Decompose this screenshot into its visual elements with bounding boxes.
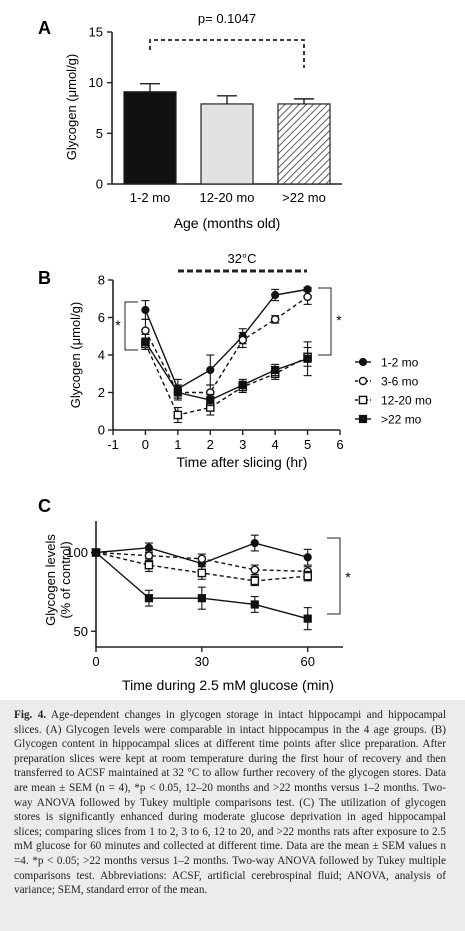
panel-a-ytick-label: 5 xyxy=(96,126,103,141)
panel-c-data-point xyxy=(144,543,154,552)
panel-a-comparison-bracket xyxy=(149,39,305,68)
panel-c-ytick-label: 100 xyxy=(66,545,88,560)
panel-c-data-point xyxy=(303,614,312,623)
panel-label-b: B xyxy=(38,268,51,288)
panel-a-ytick-label: 15 xyxy=(89,25,103,40)
panel-a-bar xyxy=(277,103,331,185)
panel-label-a: A xyxy=(38,18,51,38)
panel-b-xtick-label: -1 xyxy=(107,437,119,452)
caption-text: Age-dependent changes in glycogen storag… xyxy=(14,709,446,897)
panel-b-xtick-label: 2 xyxy=(207,437,214,452)
figure-caption: Fig. 4. Age-dependent changes in glycoge… xyxy=(14,708,446,898)
panel-b-data-point xyxy=(303,354,312,363)
panel-b-series-line xyxy=(144,341,308,401)
panel-a-category-label: 1-2 mo xyxy=(130,190,170,205)
panel-c-data-point xyxy=(144,560,154,570)
panel-c-data-point xyxy=(197,594,206,603)
panel-c-ytick-label: 50 xyxy=(74,624,88,639)
panel-b-left-bracket xyxy=(124,301,138,351)
panel-a-ytick-label: 0 xyxy=(96,177,103,192)
panel-b-ytick-label: 4 xyxy=(98,348,105,363)
panel-b-data-point xyxy=(206,365,215,375)
panel-b-xlabel: Time after slicing (hr) xyxy=(177,454,308,470)
panel-b-xtick-label: 5 xyxy=(304,437,311,452)
panel-b-data-point xyxy=(238,380,247,390)
panel-c-data-point xyxy=(250,600,259,609)
panel-b-xtick-label: 0 xyxy=(142,437,149,452)
panel-b-legend-label: 1-2 mo xyxy=(381,356,419,370)
panel-b-data-point xyxy=(271,365,280,375)
panel-a-bar xyxy=(200,103,254,185)
panel-b-legend-label: 3-6 mo xyxy=(381,375,419,389)
panel-b-legend-label: >22 mo xyxy=(381,413,422,427)
figure-canvas: A B C p= 0.1047 Glycogen (μmol/g) Age (m… xyxy=(38,11,432,693)
panel-c-data-point xyxy=(144,551,154,560)
panel-b-data-point xyxy=(141,337,150,346)
panel-b-data-point xyxy=(238,335,248,345)
panel-a-ylabel: Glycogen (μmol/g) xyxy=(64,54,79,160)
panel-c-ylabel-line2: (% of control) xyxy=(58,541,73,618)
panel-b-xtick-label: 6 xyxy=(336,437,343,452)
panel-b-legend-marker xyxy=(358,376,368,386)
panel-c-bracket xyxy=(327,537,341,615)
panel-b-xtick-label: 1 xyxy=(174,437,181,452)
panel-c-ylabel-line1: Glycogen levels xyxy=(43,534,58,626)
panel-b-data-point xyxy=(173,388,182,397)
panel-b-left-significance: * xyxy=(115,317,121,333)
panel-a-bar xyxy=(123,91,177,185)
panel-b-data-point xyxy=(206,395,215,405)
panel-c-chart: Glycogen levels (% of control) Time duri… xyxy=(43,521,351,693)
panel-c-data-point xyxy=(250,576,260,586)
panel-b-data-point xyxy=(141,305,150,315)
panel-b-data-point xyxy=(270,315,280,324)
panel-c-xtick-label: 30 xyxy=(195,654,209,669)
panel-c-data-point xyxy=(197,568,207,578)
panel-c-data-point xyxy=(144,594,154,603)
panel-c-xtick-label: 0 xyxy=(92,654,99,669)
panel-a-annotation: p= 0.1047 xyxy=(198,11,256,26)
panel-b-data-point xyxy=(141,326,150,335)
caption-background xyxy=(0,700,465,931)
panel-b-right-bracket xyxy=(318,287,332,356)
panel-c-data-point xyxy=(250,538,259,548)
panel-c-xlabel: Time during 2.5 mM glucose (min) xyxy=(122,677,334,693)
panel-a-chart: p= 0.1047 Glycogen (μmol/g) Age (months … xyxy=(64,11,342,231)
panel-a-category-label: 12-20 mo xyxy=(200,190,255,205)
panel-c-data-point xyxy=(197,554,207,564)
panel-b-ytick-label: 8 xyxy=(98,273,105,288)
panel-a-xlabel: Age (months old) xyxy=(174,215,281,231)
panel-b-ytick-label: 2 xyxy=(98,385,105,400)
panel-b-chart: 32°C Glycogen (μmol/g) Time after slicin… xyxy=(68,251,432,470)
panel-b-series-line xyxy=(144,343,308,416)
panel-b-ylabel: Glycogen (μmol/g) xyxy=(68,302,83,408)
panel-b-data-point xyxy=(271,290,280,300)
panel-c-data-point xyxy=(91,548,101,557)
panel-label-c: C xyxy=(38,496,51,516)
panel-b-annotation: 32°C xyxy=(227,251,256,266)
panel-c-data-point xyxy=(250,565,260,575)
panel-b-data-point xyxy=(173,410,183,420)
panel-b-series-line xyxy=(144,288,308,390)
panel-b-legend-marker xyxy=(358,357,368,367)
panel-b-right-significance: * xyxy=(336,312,342,328)
panel-c-data-point xyxy=(303,553,312,562)
panel-b-xtick-label: 3 xyxy=(239,437,246,452)
panel-b-legend-marker xyxy=(358,395,368,405)
panel-b-legend-marker xyxy=(358,414,368,424)
caption-label: Fig. 4. xyxy=(14,709,47,721)
panel-b-legend-label: 12-20 mo xyxy=(381,394,432,408)
panel-b-ytick-label: 6 xyxy=(98,310,105,325)
panel-c-significance: * xyxy=(345,569,351,585)
panel-c-xtick-label: 60 xyxy=(300,654,314,669)
panel-c-data-point xyxy=(303,571,313,581)
panel-b-ytick-label: 0 xyxy=(98,423,105,438)
panel-b-series-line xyxy=(144,296,308,394)
panel-b-data-point xyxy=(303,292,312,302)
panel-a-ytick-label: 10 xyxy=(89,75,103,90)
panel-a-category-label: >22 mo xyxy=(282,190,326,205)
panel-b-xtick-label: 4 xyxy=(272,437,279,452)
